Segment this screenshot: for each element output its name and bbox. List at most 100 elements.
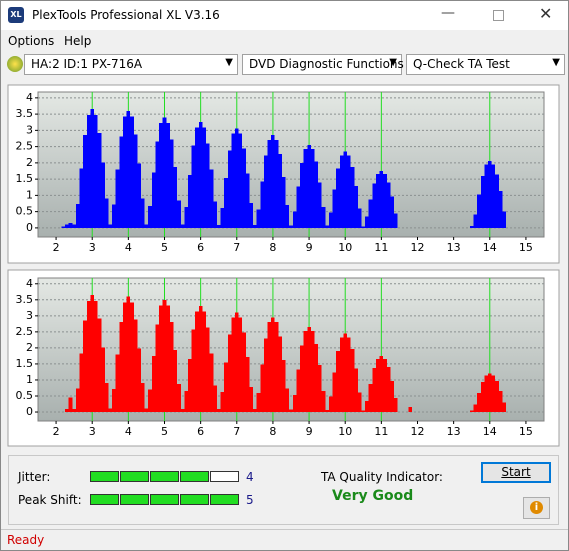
y-tick-label: 1.5 — [16, 172, 34, 185]
bar — [202, 127, 207, 228]
menu-item[interactable]: Options — [8, 34, 55, 48]
bar — [216, 224, 221, 228]
start-button[interactable]: Start — [481, 462, 551, 483]
maximize-button[interactable] — [493, 10, 504, 21]
bar — [130, 116, 134, 228]
bar — [354, 185, 358, 228]
bar — [101, 347, 105, 413]
drive-label: HA:2 ID:1 PX-716A — [31, 57, 143, 71]
bar — [133, 134, 138, 228]
bar — [72, 224, 76, 228]
meter-box — [150, 494, 179, 505]
bar — [94, 115, 98, 228]
bar — [328, 212, 333, 228]
bar — [386, 182, 391, 228]
close-button[interactable]: ✕ — [539, 4, 553, 23]
x-tick-label: 7 — [233, 425, 240, 438]
bar — [296, 186, 301, 228]
bar — [325, 409, 329, 413]
bar — [173, 350, 178, 413]
bar — [361, 226, 366, 228]
bar — [75, 388, 80, 413]
test-label: Q-Check TA Test — [413, 57, 510, 71]
bar — [90, 109, 95, 228]
bar — [195, 127, 199, 228]
bar — [144, 408, 149, 413]
bar — [209, 169, 214, 228]
minimize-button[interactable]: — — [441, 5, 455, 21]
bar — [112, 388, 116, 413]
bar — [314, 161, 319, 228]
bar — [473, 214, 478, 228]
y-tick-label: 0.5 — [16, 205, 34, 218]
bar — [394, 213, 398, 228]
bar — [300, 345, 304, 413]
bar — [231, 133, 235, 228]
x-tick-label: 15 — [519, 241, 533, 254]
meter-box — [120, 471, 149, 482]
bar — [68, 223, 73, 228]
bar — [332, 372, 337, 413]
bar — [141, 383, 145, 413]
bar — [281, 176, 286, 228]
peak-shift-value: 5 — [246, 493, 254, 507]
bar — [216, 409, 221, 413]
bar — [300, 163, 304, 228]
meter-box — [180, 494, 209, 505]
bar — [375, 358, 380, 413]
bar — [480, 381, 485, 413]
bar — [137, 163, 142, 228]
bar — [166, 122, 170, 228]
bar — [473, 404, 478, 413]
bar — [289, 225, 293, 228]
bar — [75, 204, 80, 228]
bar — [502, 211, 507, 228]
meter-box — [120, 494, 149, 505]
bar — [390, 196, 395, 228]
bar — [97, 318, 102, 413]
bar — [79, 353, 84, 413]
bar — [180, 408, 185, 413]
info-button[interactable]: i — [523, 497, 550, 519]
jitter-label: Jitter: — [18, 470, 51, 484]
bar — [227, 150, 232, 228]
bar — [325, 225, 329, 228]
charts: 00.511.522.533.542 3 4 5 6 7 8 9 10 11 12 13 14 1500.… — [7, 84, 560, 447]
y-tick-label: 3.5 — [16, 293, 34, 306]
bar — [220, 208, 225, 228]
bar — [177, 200, 181, 228]
function-select[interactable]: DVD Diagnostic Functions ▼ — [242, 54, 404, 75]
y-tick-label: 2.5 — [16, 140, 34, 153]
bar — [234, 128, 239, 228]
bar — [347, 155, 351, 228]
bar — [477, 194, 481, 228]
bar — [368, 199, 373, 228]
quality-label: TA Quality Indicator: — [321, 470, 443, 484]
bar — [173, 167, 178, 228]
results-panel — [8, 455, 559, 525]
bar — [155, 141, 160, 228]
bar — [180, 224, 185, 228]
bar — [263, 338, 268, 413]
bar — [119, 136, 123, 228]
bar — [126, 296, 131, 413]
test-select[interactable]: Q-Check TA Test ▼ — [406, 54, 565, 75]
bar — [119, 321, 123, 413]
bar — [278, 153, 282, 228]
x-tick-label: 7 — [233, 241, 240, 254]
bar — [303, 331, 308, 413]
menu-item[interactable]: Help — [64, 34, 92, 48]
bar — [202, 311, 207, 413]
bar — [86, 300, 91, 413]
y-tick-label: 2.5 — [16, 325, 34, 338]
x-tick-label: 9 — [306, 241, 313, 254]
bar — [166, 305, 170, 413]
meter-box — [90, 471, 119, 482]
bar — [144, 224, 149, 228]
drive-icon — [7, 56, 23, 72]
drive-select[interactable]: HA:2 ID:1 PX-716A ▼ — [24, 54, 238, 75]
y-tick-label: 0.5 — [16, 389, 34, 402]
bar — [260, 364, 264, 413]
x-tick-label: 8 — [269, 241, 276, 254]
bar — [495, 381, 499, 413]
